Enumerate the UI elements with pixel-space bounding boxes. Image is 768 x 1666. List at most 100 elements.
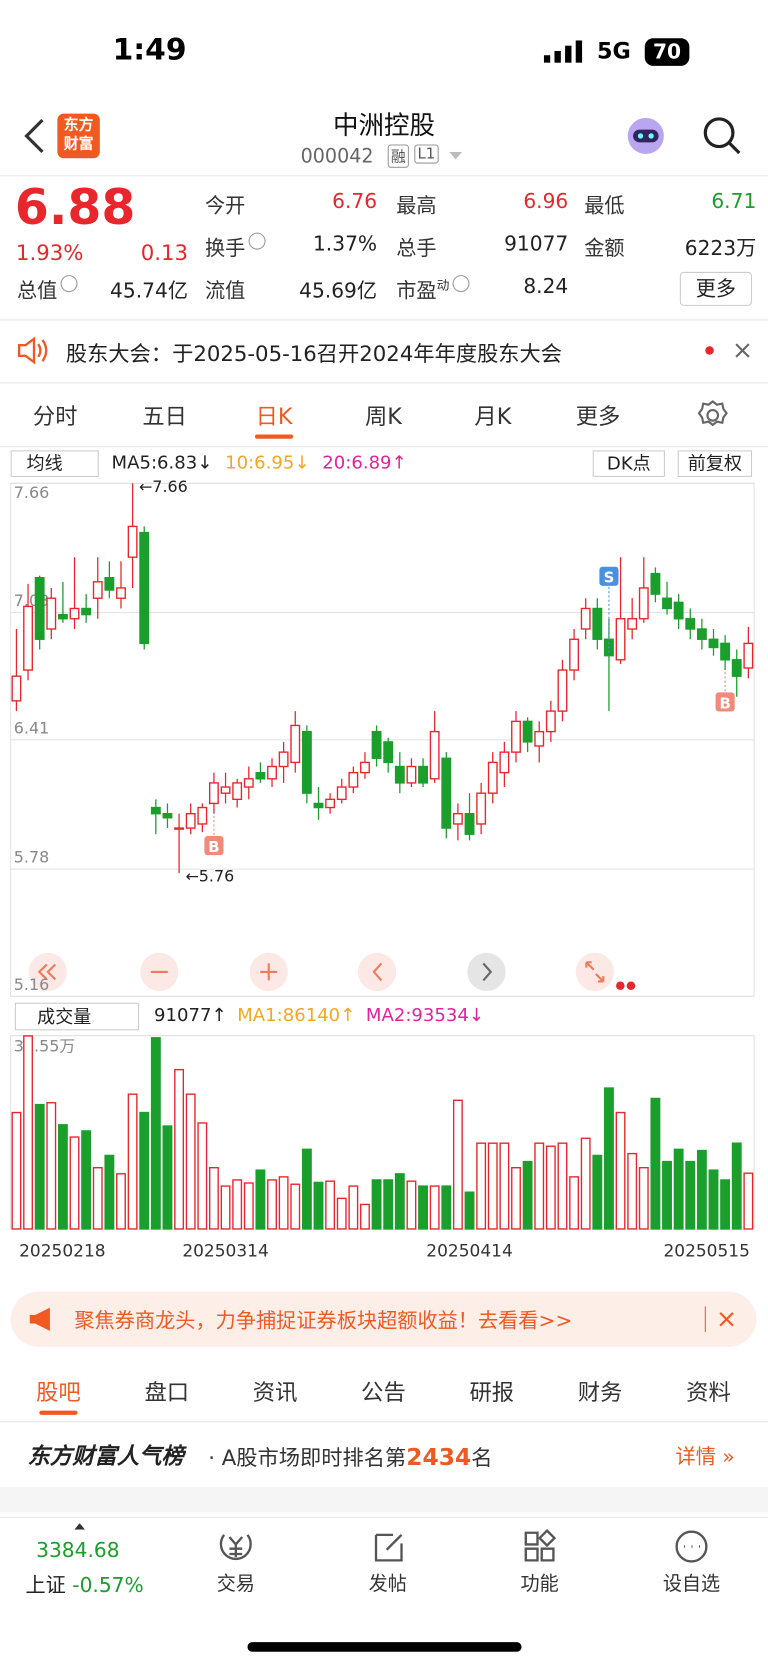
nav-label[interactable]: 功能 <box>520 1573 559 1596</box>
divider <box>0 1421 768 1423</box>
candle-body <box>336 786 347 801</box>
candle-body <box>383 741 394 764</box>
section-tab[interactable]: 股吧 <box>36 1379 81 1406</box>
divider <box>0 318 768 321</box>
nav-icon[interactable] <box>671 1526 711 1566</box>
control-button[interactable] <box>467 952 506 992</box>
indicator-select[interactable]: 均线 <box>10 450 99 477</box>
info-icon[interactable] <box>248 232 266 250</box>
field-label: 流值 <box>205 275 245 304</box>
label-text: 最高 <box>396 194 437 218</box>
dropdown-icon[interactable] <box>449 151 463 160</box>
candle-body <box>592 607 603 640</box>
candle-body <box>185 813 196 829</box>
index-info[interactable]: 上证 -0.57% <box>25 1570 143 1599</box>
volume-bar <box>627 1152 638 1230</box>
banner-text[interactable]: 聚焦券商龙头，力争捕捉证券板块超额收益！去看看>> <box>74 1309 573 1334</box>
y-tick-label: 6.41 <box>14 718 49 737</box>
tab[interactable]: 月K <box>474 403 512 430</box>
volume-bar <box>557 1142 568 1230</box>
candle-body <box>464 813 475 835</box>
volume-bar <box>720 1179 731 1230</box>
robot-icon[interactable] <box>625 115 667 157</box>
rank-suffix: 名 <box>471 1444 493 1471</box>
candle-body <box>743 642 754 669</box>
info-icon[interactable] <box>452 275 470 293</box>
volume-bar <box>174 1068 185 1230</box>
up-arrow <box>74 1523 85 1530</box>
nav-label[interactable]: 发帖 <box>368 1573 407 1596</box>
volume-bar <box>104 1154 115 1230</box>
volume-bar <box>290 1183 301 1230</box>
ma-item: 20:6.89↑ <box>322 452 407 474</box>
volume-indicator-select[interactable]: 成交量 <box>14 1002 140 1031</box>
notice-close[interactable] <box>703 342 750 359</box>
tab[interactable]: 周K <box>364 403 402 430</box>
field-label: 总值 <box>17 275 78 304</box>
field-label: 金额 <box>584 233 624 262</box>
info-icon[interactable] <box>60 275 78 293</box>
search-icon[interactable] <box>701 115 743 157</box>
adjust-button[interactable]: 前复权 <box>677 450 753 477</box>
section-tab[interactable]: 研报 <box>469 1379 515 1406</box>
x-tick-label: 20250414 <box>426 1242 512 1262</box>
nav-label[interactable]: 交易 <box>216 1573 255 1596</box>
field-value: 1.37% <box>312 232 378 256</box>
candle-body <box>662 597 672 610</box>
volume-bar <box>464 1191 475 1230</box>
tab[interactable]: 五日 <box>142 403 187 430</box>
rank-link[interactable]: 详情 » <box>675 1445 735 1470</box>
section-tab[interactable]: 资料 <box>686 1379 731 1406</box>
candle-body <box>638 587 649 620</box>
tab[interactable]: 更多 <box>575 403 621 430</box>
field-value: 6.71 <box>711 190 757 214</box>
banner[interactable] <box>10 1291 757 1347</box>
volume-bar <box>325 1180 336 1230</box>
nav-label[interactable]: 设自选 <box>662 1573 721 1596</box>
icon-path <box>675 1530 708 1563</box>
section-tab[interactable]: 公告 <box>361 1379 406 1406</box>
field-value: 45.74亿 <box>110 279 189 303</box>
volume-bar <box>580 1137 591 1230</box>
network: 5G <box>596 38 631 64</box>
tab-underline <box>39 1410 78 1415</box>
index-value[interactable]: 3384.68 <box>36 1539 120 1563</box>
speaker-icon <box>17 336 48 365</box>
volume-bar <box>197 1122 208 1230</box>
volume-bar <box>243 1182 254 1230</box>
candle-body <box>81 607 92 616</box>
index-change: -0.57% <box>72 1574 144 1598</box>
tab[interactable]: 分时 <box>32 403 78 430</box>
settings-icon[interactable] <box>697 399 729 431</box>
icon <box>482 962 493 982</box>
section-tab[interactable]: 盘口 <box>144 1379 190 1406</box>
control-icons <box>37 961 605 983</box>
field-value: 6.76 <box>332 190 378 214</box>
badge: 融 <box>387 144 409 168</box>
volume-bar <box>278 1176 289 1230</box>
icon <box>260 963 278 981</box>
more-button[interactable]: 更多 <box>679 271 753 306</box>
back-button[interactable] <box>21 117 46 155</box>
control-button[interactable] <box>575 952 614 992</box>
dot <box>626 981 636 990</box>
section-tab[interactable]: 财务 <box>577 1379 623 1406</box>
notice[interactable]: 股东大会：于2025-05-16召开2024年年度股东大会 <box>65 340 563 367</box>
divider <box>0 1516 768 1518</box>
nav-icon[interactable] <box>216 1526 256 1566</box>
control-button[interactable] <box>357 952 397 992</box>
dk-button[interactable]: DK点 <box>592 450 665 477</box>
tab[interactable]: 日K <box>255 403 293 430</box>
volume-bar <box>208 1167 219 1230</box>
divider <box>0 446 768 448</box>
candle-body <box>499 751 510 774</box>
nav-icon[interactable] <box>519 1526 559 1566</box>
candle-body <box>255 771 266 780</box>
section-tab[interactable]: 资讯 <box>252 1379 298 1406</box>
badge: L1 <box>414 144 439 164</box>
candle-body <box>673 601 684 620</box>
nav-icon[interactable] <box>368 1526 408 1566</box>
candle-body <box>452 813 463 825</box>
banner-close[interactable] <box>701 1306 739 1332</box>
candle-body <box>487 761 498 794</box>
